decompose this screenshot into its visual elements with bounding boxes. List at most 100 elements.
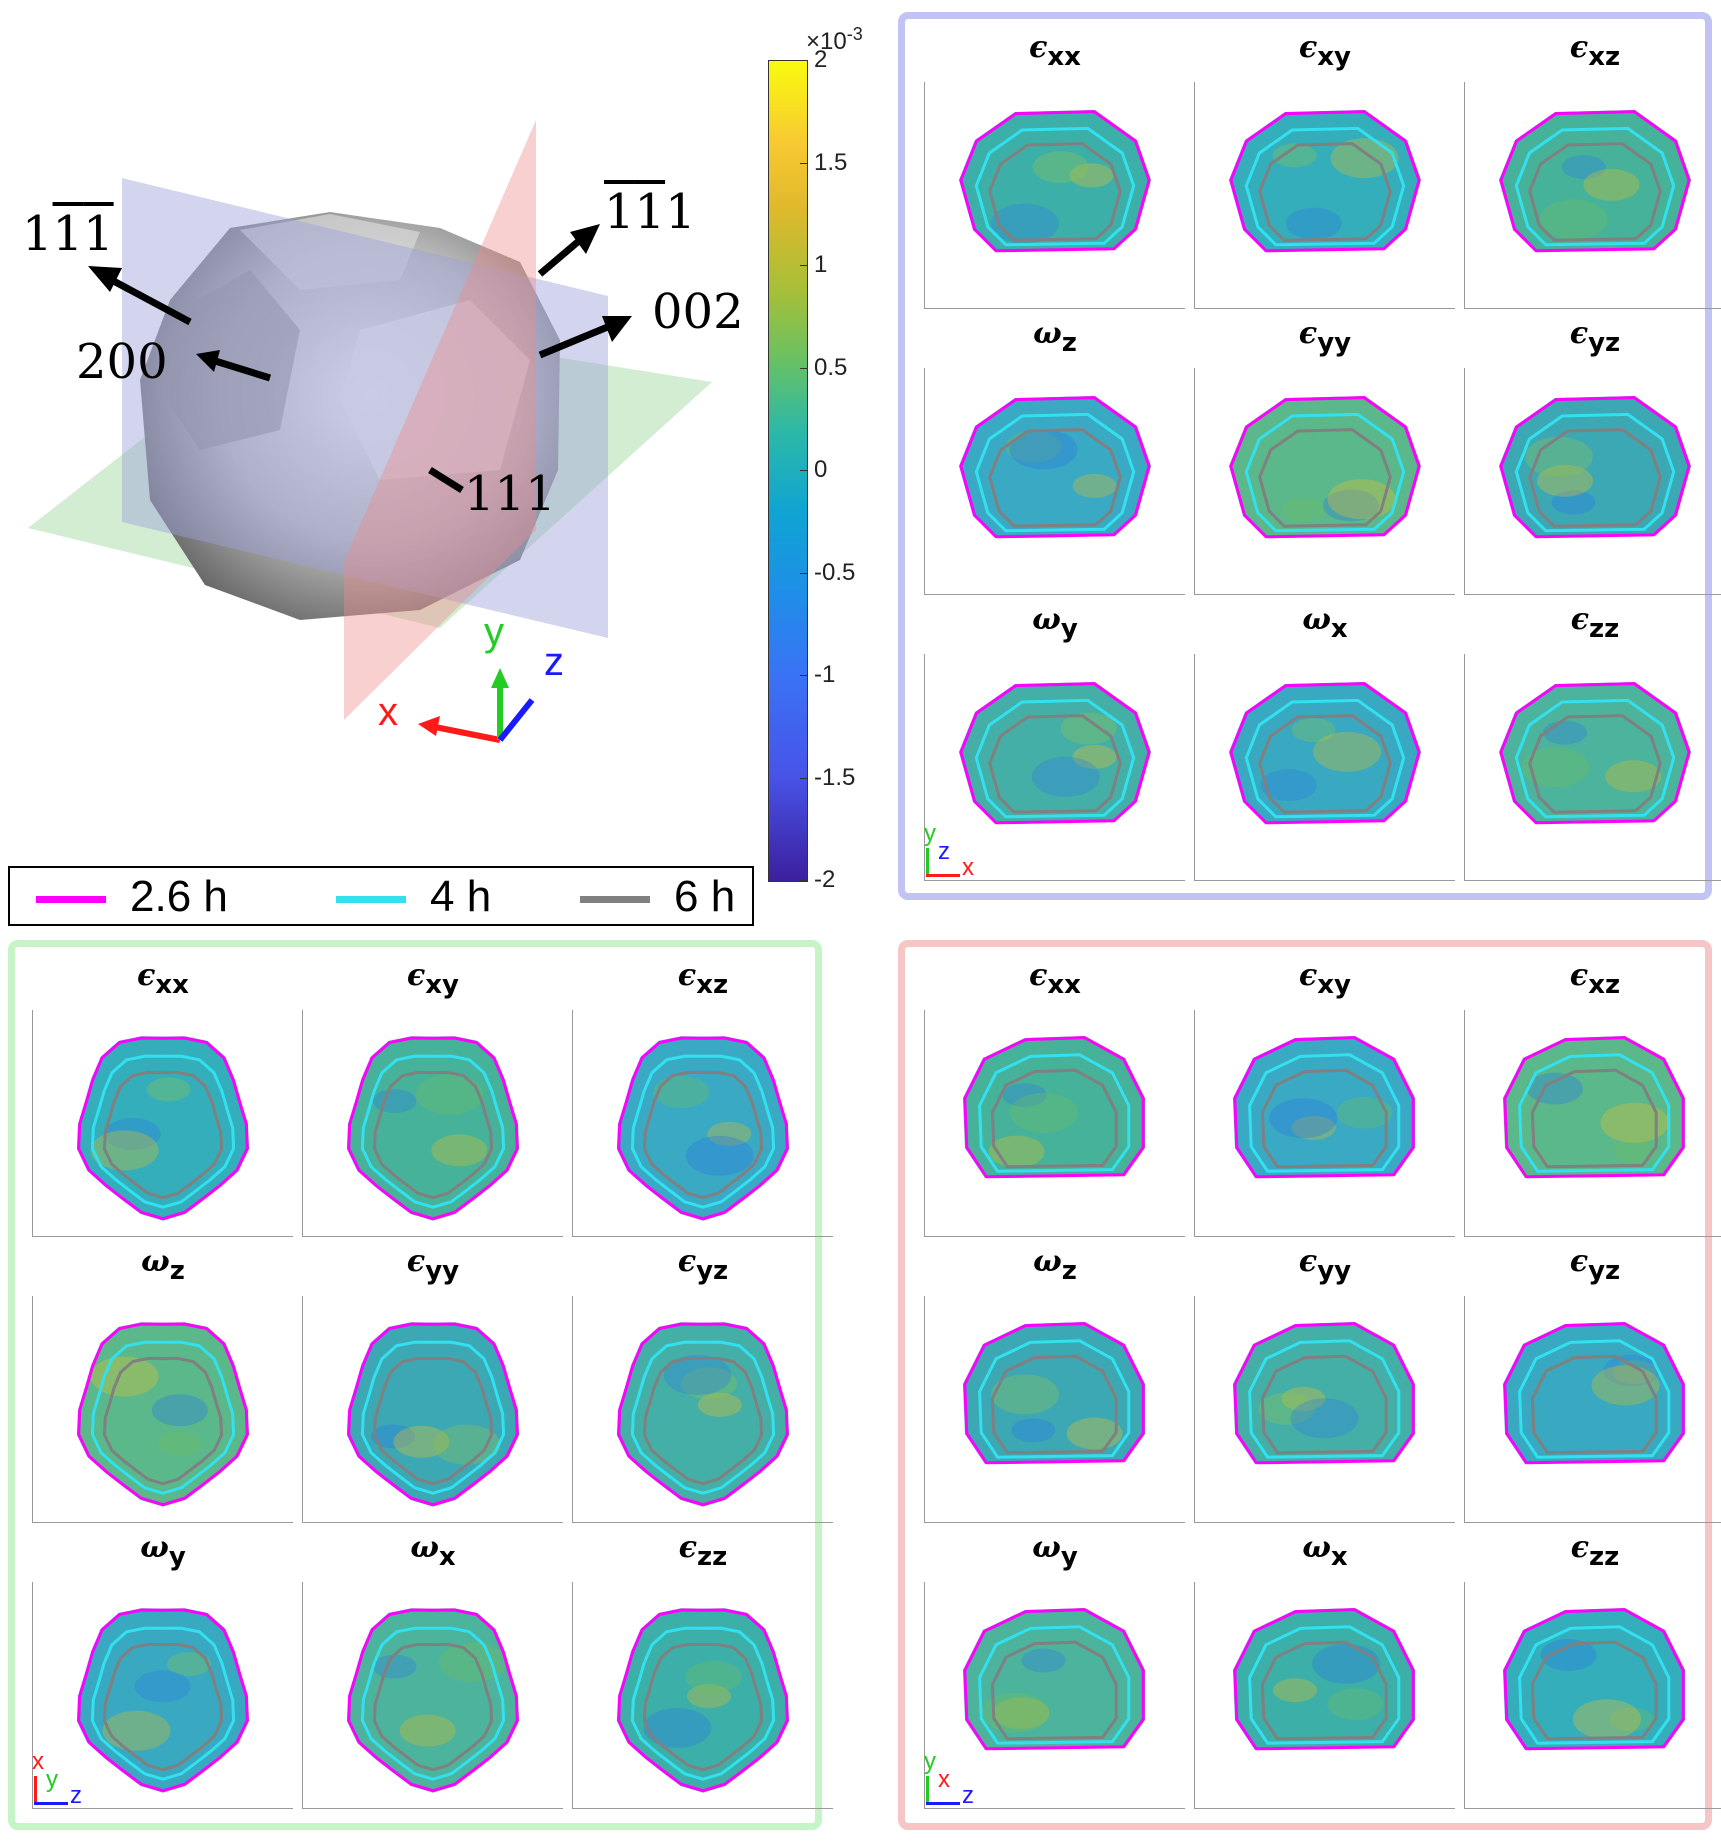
strain-map-cell: ϵxy	[1190, 958, 1460, 1244]
component-symbol: ϵ	[1570, 1530, 1589, 1565]
strain-map-cell: ωz	[28, 1244, 298, 1530]
map-axes	[1194, 1296, 1455, 1523]
strain-map-cell: ϵzz	[568, 1530, 838, 1816]
time-contour-6h	[102, 1356, 224, 1486]
time-contour-4h	[1244, 698, 1406, 819]
strain-component-title: ϵyz	[1460, 1244, 1721, 1286]
particle-region	[616, 1322, 790, 1507]
time-contour-4h	[978, 1053, 1131, 1173]
particle-region	[616, 1608, 790, 1793]
strain-map-image	[1503, 1036, 1685, 1179]
strain-map-image	[616, 1322, 790, 1507]
particle-region	[963, 1322, 1145, 1464]
time-contour-4h	[1518, 1625, 1671, 1745]
strain-component-title: ϵxx	[28, 958, 298, 1000]
time-contour-4h	[630, 1054, 776, 1209]
colorbar-tick-mark	[800, 777, 808, 779]
strain-map-image	[1503, 1608, 1685, 1751]
strain-component-title: ϵyz	[568, 1244, 838, 1286]
particle-region	[1499, 110, 1691, 252]
time-contour-4h	[360, 1626, 506, 1781]
colorbar-tick-label: 1.5	[814, 148, 848, 176]
map-axes	[302, 1296, 563, 1523]
strain-variation-spot	[1290, 1398, 1359, 1439]
strain-map-cell: ωx	[1190, 602, 1460, 888]
time-contour-2-6h	[617, 1322, 789, 1507]
time-contour-4h	[1514, 412, 1676, 533]
crystal-axis-x: x	[378, 690, 398, 734]
strain-variation-spot	[1072, 744, 1117, 769]
strain-component-title: ωy	[920, 1530, 1190, 1572]
time-contour-4h	[1248, 1339, 1401, 1459]
time-legend: 2.6 h 4 h 6 h	[8, 866, 754, 926]
strain-component-title: ϵxz	[568, 958, 838, 1000]
component-symbol: ω	[410, 1530, 439, 1565]
time-contour-4h	[978, 1339, 1131, 1459]
particle-region	[616, 1036, 790, 1221]
strain-variation-spot	[1281, 497, 1326, 522]
crystal-axis-y: y	[484, 610, 504, 654]
component-symbol: ω	[1302, 602, 1331, 637]
strain-map-cell: ϵxz	[1460, 958, 1721, 1244]
component-subscript: yy	[1317, 1256, 1352, 1286]
time-contour-6h	[642, 1070, 764, 1200]
strain-variation-spot	[991, 1374, 1059, 1415]
direction-label-200: 200	[76, 334, 168, 390]
triad-up-label: y	[924, 1748, 936, 1775]
strain-map-image	[346, 1036, 520, 1221]
component-subscript: y	[1060, 614, 1078, 644]
component-subscript: y	[168, 1542, 186, 1572]
strain-map-image	[616, 1036, 790, 1221]
strain-variation-spot	[372, 1654, 417, 1679]
strain-map-image	[1499, 396, 1691, 539]
component-symbol: ϵ	[677, 1244, 697, 1279]
strain-map-image	[346, 1608, 520, 1793]
time-contour-2-6h	[347, 1608, 519, 1793]
particle-region	[1503, 1322, 1685, 1464]
time-contour-2-6h	[347, 1322, 519, 1507]
panel-green	[8, 940, 822, 1830]
strain-map-cell: ϵyz	[1460, 316, 1721, 602]
strain-map-image	[76, 1322, 250, 1507]
strain-map-cell: ϵxz	[1460, 30, 1721, 316]
strain-variation-spot	[1323, 489, 1379, 522]
strain-map-image	[1233, 1036, 1415, 1179]
component-symbol: ϵ	[406, 1244, 426, 1279]
crystal-axis-z: z	[544, 640, 564, 684]
component-symbol: ω	[1032, 602, 1061, 637]
strain-variation-spot	[1609, 1707, 1654, 1732]
colorbar-tick-mark	[800, 880, 808, 881]
colorbar-tick-mark	[800, 572, 808, 574]
strain-variation-spot	[707, 1121, 752, 1146]
map-axes	[572, 1010, 833, 1237]
time-contour-6h	[1530, 1354, 1658, 1455]
colorbar-tick-label: -0.5	[814, 558, 856, 586]
map-axes	[1464, 82, 1721, 309]
strain-map-cell: ϵxx	[920, 958, 1190, 1244]
time-contour-6h	[102, 1070, 224, 1200]
strain-variation-spot	[663, 1355, 732, 1395]
strain-variation-spot	[393, 1425, 450, 1458]
strain-map-image	[76, 1036, 250, 1221]
time-contour-6h	[990, 1354, 1118, 1455]
triad-right-label: z	[962, 1782, 974, 1809]
time-contour-4h	[90, 1626, 236, 1781]
map-axes	[1464, 1296, 1721, 1523]
component-subscript: z	[169, 1256, 185, 1286]
strain-component-title: ωx	[298, 1530, 568, 1572]
strain-component-title: ϵxx	[920, 30, 1190, 72]
time-contour-2-6h	[1229, 396, 1421, 539]
strain-map-cell: ωz	[920, 1244, 1190, 1530]
time-contour-6h	[1528, 714, 1662, 814]
strain-map-cell: ϵxx	[28, 958, 298, 1244]
time-contour-2-6h	[1503, 1608, 1685, 1751]
strain-map-image	[1233, 1608, 1415, 1751]
particle-region	[1229, 682, 1421, 824]
map-axes	[1464, 368, 1721, 595]
strain-variation-spot	[1032, 151, 1089, 184]
map-axes	[1464, 654, 1721, 881]
particle-region	[1233, 1036, 1415, 1178]
time-contour-2-6h	[77, 1036, 249, 1221]
